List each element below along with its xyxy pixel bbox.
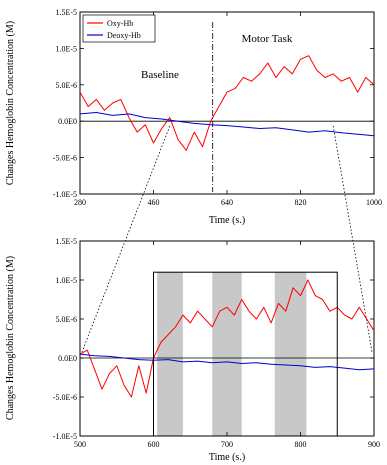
- series-deoxy-hb-top: [79, 112, 375, 137]
- task-band: [157, 272, 183, 436]
- y-ticks-top: 1.5E-5 1.0E-5 5.0E-6 0.0E0 -5.0E-6 -1.0E-5: [53, 8, 374, 199]
- x-tick-label: 280: [74, 198, 86, 207]
- x-tick-label: 800: [295, 440, 307, 449]
- y-tick-label: 5.0E-6: [55, 81, 77, 90]
- series-bottom: [79, 279, 375, 398]
- y-tick-label: 0.0E0: [58, 354, 77, 363]
- y-tick-label: -1.0E-5: [53, 432, 77, 441]
- x-tick-label: 700: [221, 440, 233, 449]
- y-tick-label: 0.0E0: [58, 117, 77, 126]
- y-tick-label: 5.0E-6: [55, 315, 77, 324]
- zoom-connector-left: [81, 125, 171, 353]
- y-tick-label: 1.0E-5: [55, 44, 77, 53]
- series-deoxy-hb-bottom: [79, 353, 375, 371]
- legend-label-deoxy: Deoxy-Hb: [107, 31, 141, 40]
- y-tick-label: 1.0E-5: [55, 276, 77, 285]
- annotation-motor-task: Motor Task: [242, 33, 293, 45]
- task-band: [212, 272, 242, 436]
- x-tick-label: 640: [221, 198, 233, 207]
- x-tick-label: 820: [295, 198, 307, 207]
- x-ticks-top: 280 460 640 820 1000: [74, 12, 382, 207]
- annotation-baseline: Baseline: [141, 69, 179, 81]
- x-tick-label: 900: [368, 440, 380, 449]
- y-tick-label: 1.5E-5: [55, 8, 77, 17]
- x-axis-label-bottom: Time (s.): [209, 452, 245, 463]
- x-tick-label: 500: [74, 440, 86, 449]
- y-tick-label: -1.0E-5: [53, 190, 77, 199]
- task-shading: [157, 272, 307, 436]
- task-band: [274, 272, 307, 436]
- legend-label-oxy: Oxy-Hb: [107, 19, 133, 28]
- task-box: [153, 271, 338, 437]
- x-axis-label-top: Time (s.): [209, 215, 245, 226]
- series-oxy-hb-top: [79, 55, 375, 151]
- y-axis-label-bottom: Changes Hemoglobin Concentration (M): [5, 256, 16, 420]
- chart-bottom: 1.5E-5 1.0E-5 5.0E-6 0.0E0 -5.0E-6 -1.0E-5 50…: [5, 237, 380, 463]
- y-tick-label: -5.0E-6: [53, 154, 77, 163]
- x-tick-label: 460: [148, 198, 160, 207]
- series-oxy-hb-bottom: [79, 279, 375, 398]
- x-tick-label: 600: [148, 440, 160, 449]
- x-tick-label: 1000: [366, 198, 382, 207]
- y-axis-label-top: Changes Hemoglobin Concentration (M): [5, 21, 16, 185]
- y-tick-label: 1.5E-5: [55, 237, 77, 246]
- task-box-outline: [153, 271, 338, 437]
- legend: Oxy-Hb Deoxy-Hb: [82, 14, 156, 43]
- legend-box: [82, 14, 156, 43]
- chart-top: 1.5E-5 1.0E-5 5.0E-6 0.0E0 -5.0E-6 -1.0E-5 28…: [5, 8, 382, 226]
- y-tick-label: -5.0E-6: [53, 393, 77, 402]
- series-top: [79, 22, 375, 192]
